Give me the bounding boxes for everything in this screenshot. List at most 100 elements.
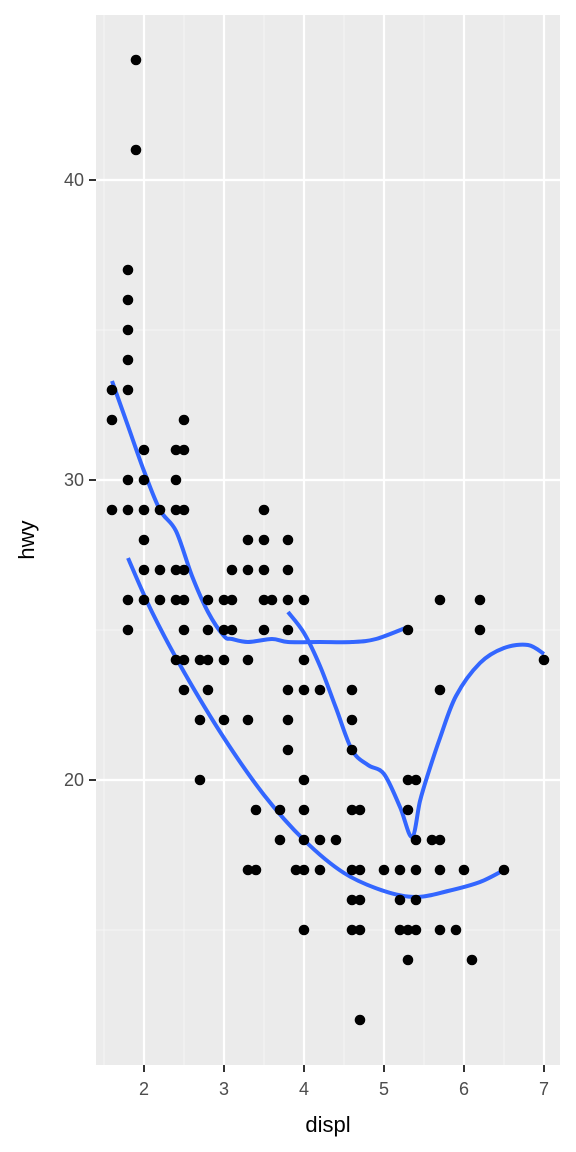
data-point	[298, 654, 310, 666]
data-point	[330, 834, 342, 846]
plot-panel	[96, 15, 560, 1065]
data-point	[346, 864, 358, 876]
data-point	[298, 594, 310, 606]
data-point	[354, 804, 366, 816]
data-point	[258, 564, 270, 576]
data-point	[298, 924, 310, 936]
x-tick-label: 3	[219, 1079, 229, 1099]
data-point	[282, 684, 294, 696]
data-point	[410, 864, 422, 876]
data-point	[314, 834, 326, 846]
data-point	[226, 594, 238, 606]
data-point	[226, 564, 238, 576]
y-tick-label: 40	[64, 170, 84, 190]
data-point	[466, 954, 478, 966]
data-point	[354, 924, 366, 936]
data-point	[298, 804, 310, 816]
data-point	[218, 624, 230, 636]
data-point	[242, 654, 254, 666]
x-tick-label: 2	[139, 1079, 149, 1099]
data-point	[130, 54, 142, 66]
data-point	[298, 834, 310, 846]
data-point	[170, 474, 182, 486]
data-point	[178, 444, 190, 456]
data-point	[170, 654, 182, 666]
data-point	[154, 594, 166, 606]
data-point	[354, 894, 366, 906]
data-point	[434, 834, 446, 846]
y-axis-title: hwy	[14, 520, 39, 559]
data-point	[122, 594, 134, 606]
data-point	[258, 594, 270, 606]
data-point	[178, 564, 190, 576]
data-point	[194, 714, 206, 726]
data-point	[154, 504, 166, 516]
y-tick-label: 20	[64, 770, 84, 790]
data-point	[298, 864, 310, 876]
data-point	[122, 504, 134, 516]
data-point	[170, 564, 182, 576]
data-point	[354, 1014, 366, 1026]
data-point	[394, 924, 406, 936]
data-point	[122, 294, 134, 306]
data-point	[282, 594, 294, 606]
data-point	[122, 264, 134, 276]
data-point	[202, 594, 214, 606]
data-point	[346, 894, 358, 906]
data-point	[178, 414, 190, 426]
data-point	[474, 594, 486, 606]
data-point	[450, 924, 462, 936]
data-point	[314, 864, 326, 876]
x-axis: 2 3 4 5 6 7	[139, 1065, 549, 1099]
data-point	[242, 534, 254, 546]
data-point	[130, 144, 142, 156]
data-point	[282, 564, 294, 576]
data-point	[218, 714, 230, 726]
smooth-line-1	[110, 380, 409, 645]
data-point	[402, 774, 414, 786]
data-point	[138, 504, 150, 516]
data-point	[242, 564, 254, 576]
data-point	[154, 564, 166, 576]
data-point	[170, 504, 182, 516]
data-point	[106, 414, 118, 426]
data-point	[122, 384, 134, 396]
data-point	[170, 444, 182, 456]
data-point	[106, 384, 118, 396]
data-point	[402, 624, 414, 636]
data-points	[106, 54, 550, 1026]
data-point	[426, 834, 438, 846]
data-point	[202, 624, 214, 636]
data-point	[242, 714, 254, 726]
data-point	[178, 624, 190, 636]
data-point	[138, 444, 150, 456]
x-tick-label: 6	[459, 1079, 469, 1099]
data-point	[122, 324, 134, 336]
data-point	[138, 594, 150, 606]
data-point	[434, 924, 446, 936]
data-point	[298, 684, 310, 696]
data-point	[194, 654, 206, 666]
x-tick-label: 5	[379, 1079, 389, 1099]
data-point	[394, 864, 406, 876]
data-point	[138, 534, 150, 546]
data-point	[122, 624, 134, 636]
data-point	[410, 894, 422, 906]
data-point	[138, 474, 150, 486]
data-point	[250, 864, 262, 876]
data-point	[250, 804, 262, 816]
data-point	[498, 864, 510, 876]
data-point	[258, 624, 270, 636]
data-point	[282, 744, 294, 756]
data-point	[434, 864, 446, 876]
data-point	[434, 684, 446, 696]
data-point	[178, 504, 190, 516]
data-point	[202, 654, 214, 666]
data-point	[122, 354, 134, 366]
data-point	[346, 684, 358, 696]
data-point	[410, 924, 422, 936]
data-point	[434, 594, 446, 606]
data-point	[178, 654, 190, 666]
